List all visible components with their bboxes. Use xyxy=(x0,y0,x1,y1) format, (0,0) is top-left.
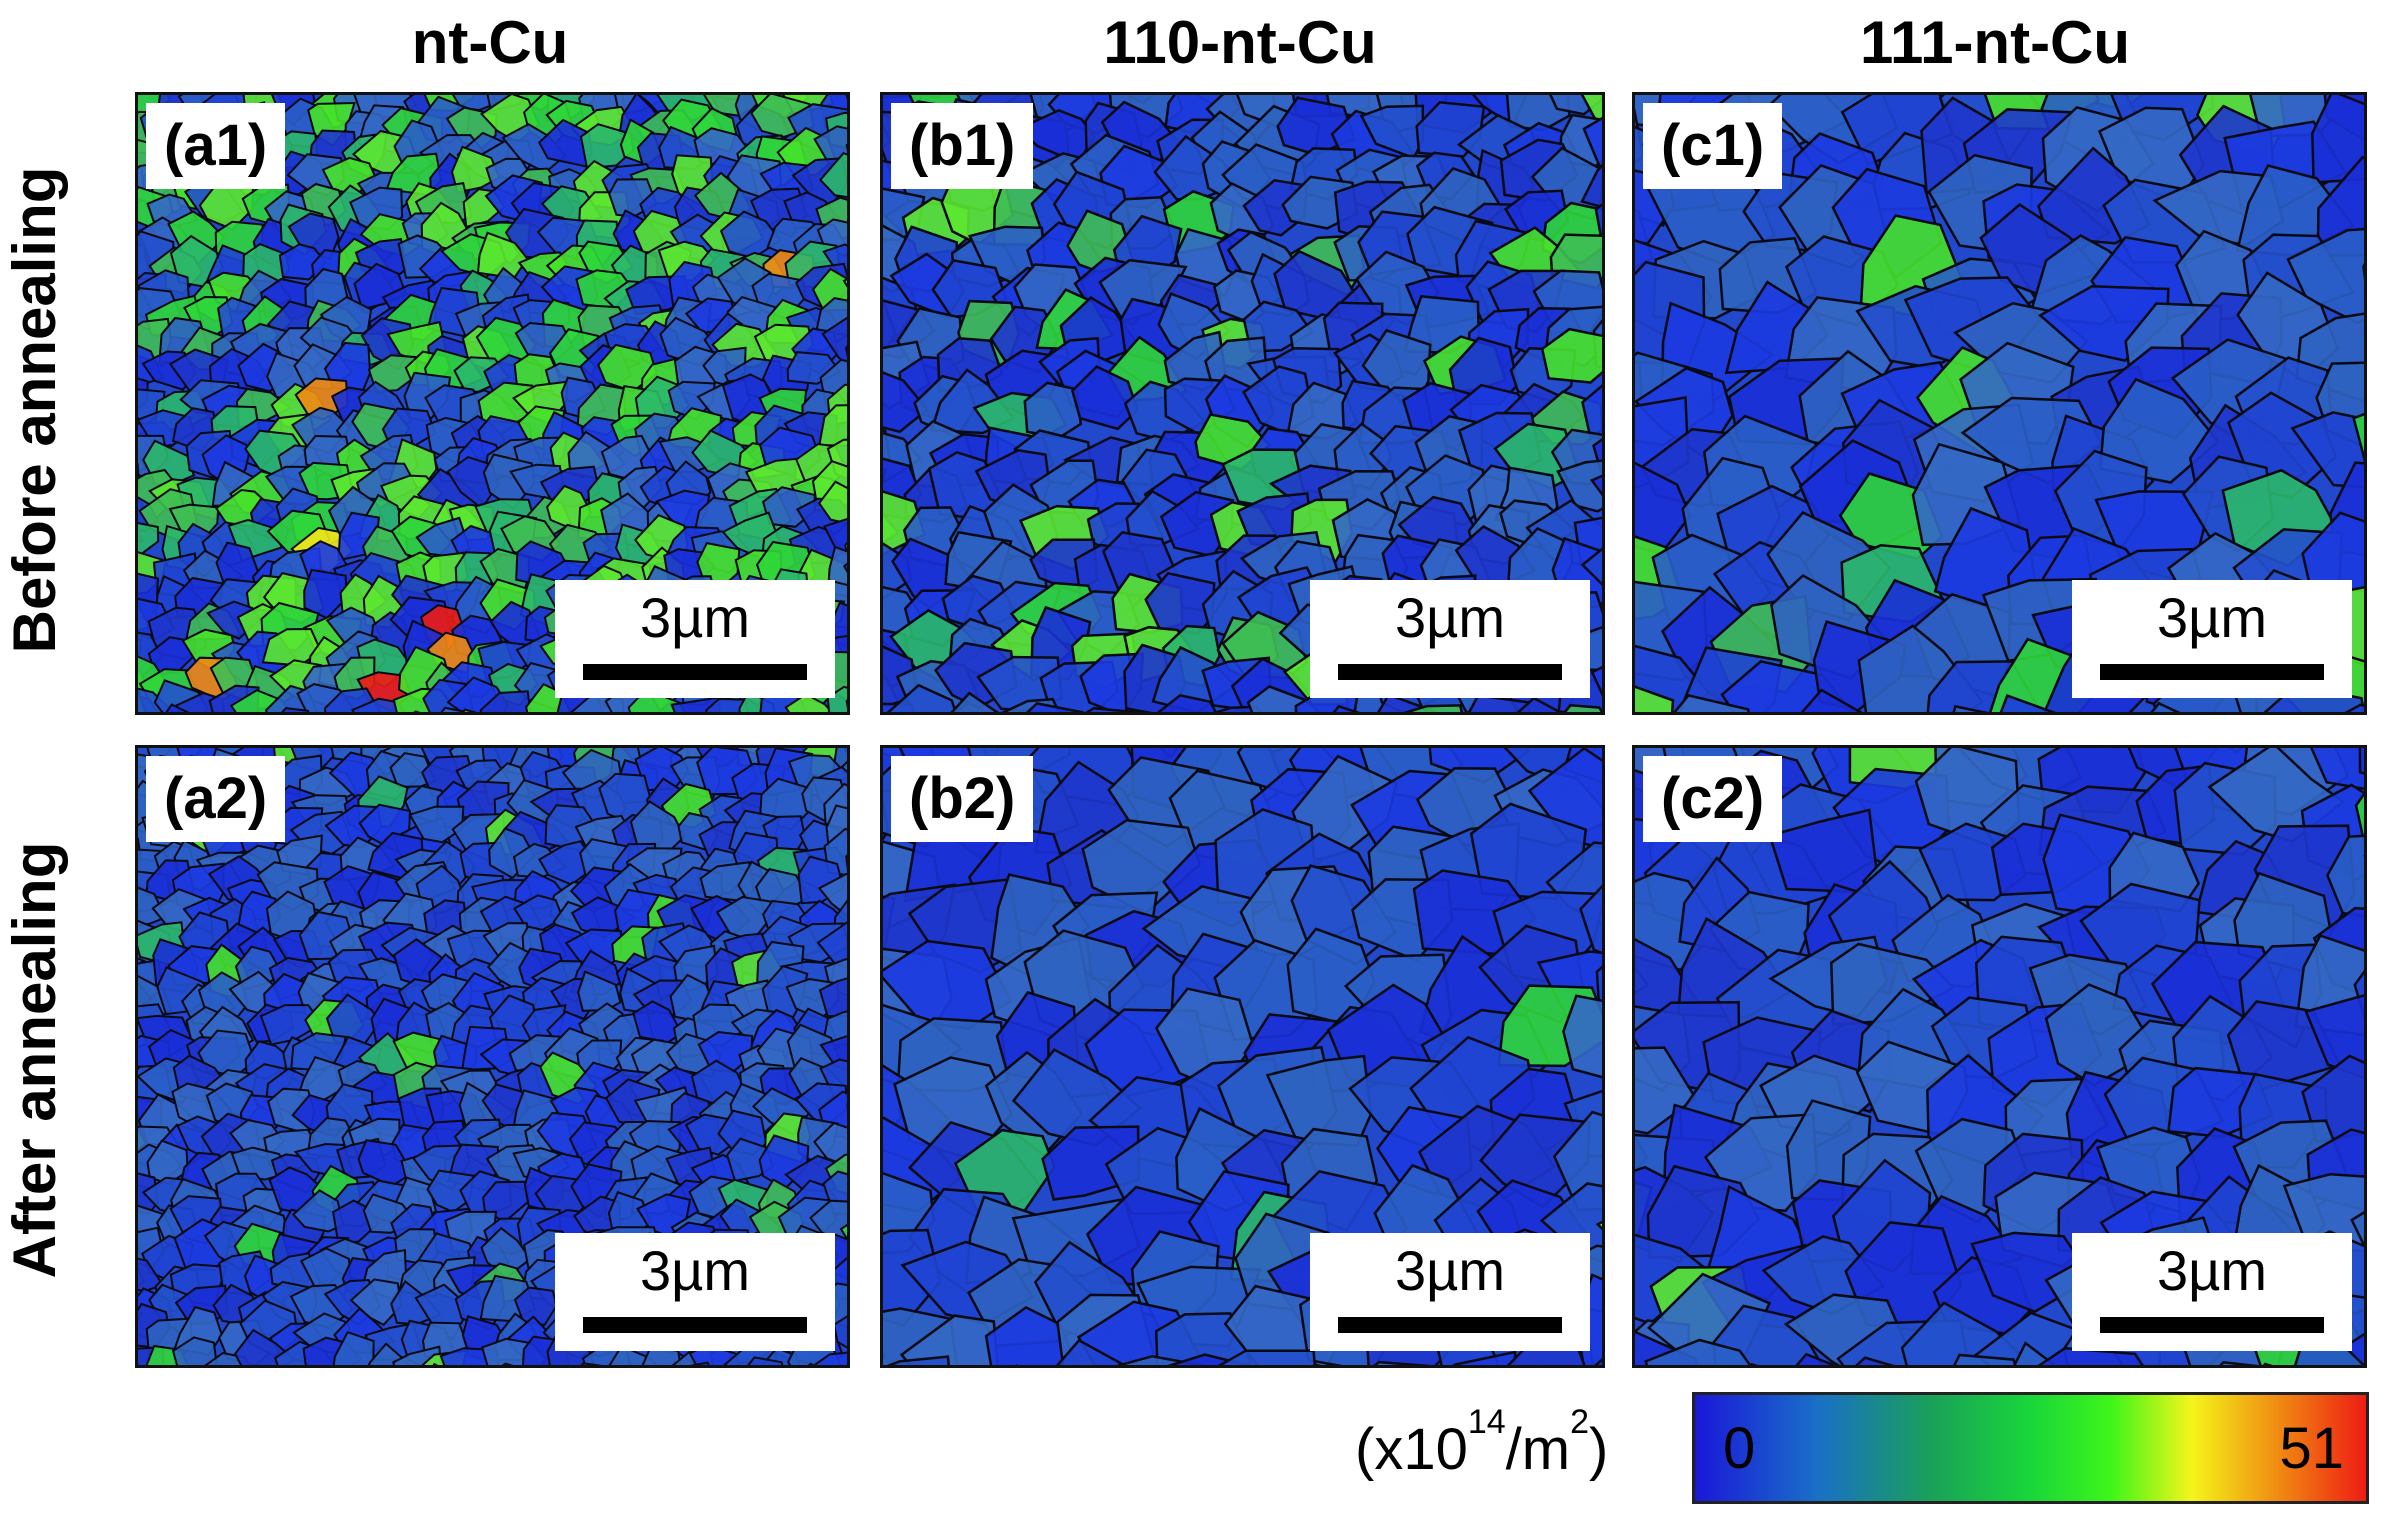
map-panel-c2: (c2) 3µm xyxy=(1632,745,2367,1368)
map-panel-a1: (a1) 3µm xyxy=(135,92,850,715)
scale-bar xyxy=(2100,1317,2324,1333)
panel-label: (a1) xyxy=(146,103,286,189)
panel-label: (b2) xyxy=(891,756,1034,842)
panel-label: (a2) xyxy=(146,756,286,842)
scale-label: 3µm xyxy=(639,1239,751,1302)
column-title-nt-cu: nt-Cu xyxy=(411,9,569,76)
scale-bar-box: 3µm xyxy=(2072,1233,2352,1351)
scale-bar xyxy=(1338,1317,1562,1333)
scale-label: 3µm xyxy=(1394,1239,1506,1302)
row-title-after-annealing: After annealing xyxy=(1,841,68,1279)
panel-label: (c2) xyxy=(1643,756,1783,842)
colorbar-max-label: 51 xyxy=(2279,1416,2344,1481)
panel-label: (c1) xyxy=(1643,103,1783,189)
scale-bar-box: 3µm xyxy=(2072,580,2352,698)
scale-bar xyxy=(2100,664,2324,680)
scale-bar-box: 3µm xyxy=(555,580,835,698)
scale-bar xyxy=(1338,664,1562,680)
map-panel-a2: (a2) 3µm xyxy=(135,745,850,1368)
dislocation-density-map xyxy=(138,748,847,1365)
column-title-110-nt-cu: 110-nt-Cu xyxy=(1103,9,1377,76)
scale-bar-box: 3µm xyxy=(555,1233,835,1351)
map-panel-b2: (b2) 3µm xyxy=(880,745,1605,1368)
map-panel-c1: (c1) 3µm xyxy=(1632,92,2367,715)
scale-label: 3µm xyxy=(639,586,751,649)
dislocation-density-map xyxy=(1635,748,2364,1365)
panel-label: (b1) xyxy=(891,103,1034,189)
row-title-before-annealing: Before annealing xyxy=(1,166,68,654)
scale-label: 3µm xyxy=(2156,1239,2268,1302)
scale-label: 3µm xyxy=(1394,586,1506,649)
colorbar-min-label: 0 xyxy=(1723,1416,1756,1481)
scale-bar xyxy=(583,664,807,680)
scale-label: 3µm xyxy=(2156,586,2268,649)
column-title-111-nt-cu: 111-nt-Cu xyxy=(1859,9,2131,76)
scale-bar-box: 3µm xyxy=(1310,1233,1590,1351)
scale-bar-box: 3µm xyxy=(1310,580,1590,698)
scale-bar xyxy=(583,1317,807,1333)
colorbar-unit: (x1014/m2) xyxy=(1355,1403,1609,1482)
colorbar: 0 51 xyxy=(1692,1392,2369,1504)
map-panel-b1: (b1) 3µm xyxy=(880,92,1605,715)
